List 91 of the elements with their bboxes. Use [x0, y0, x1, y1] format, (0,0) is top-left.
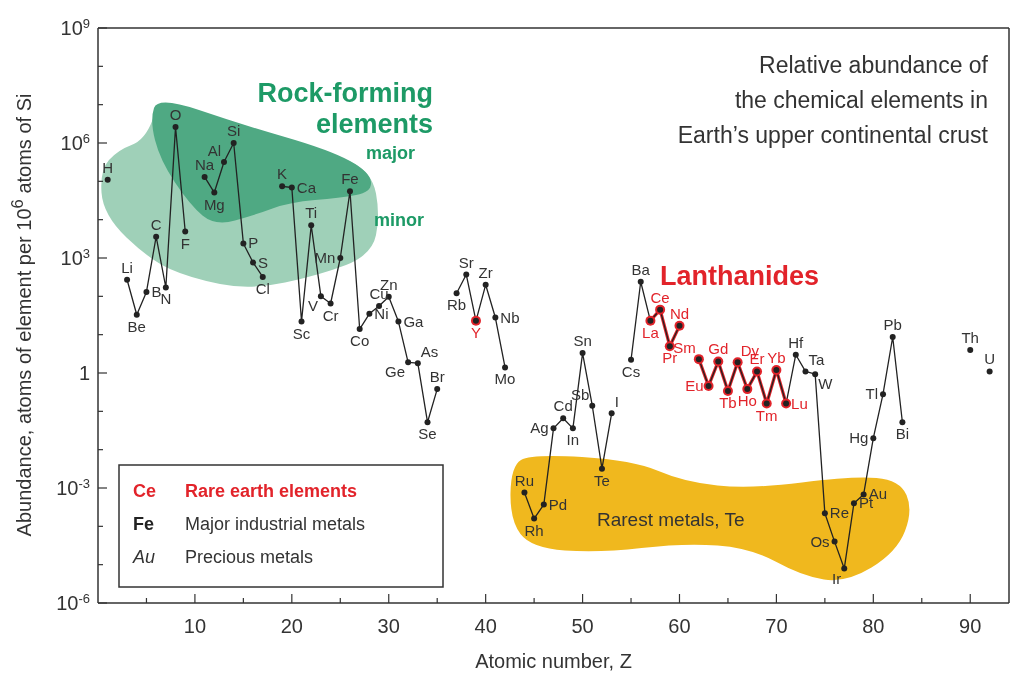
annotation: Rb — [446, 296, 467, 314]
y-tick-label: 10$^{3}$ — [60, 245, 90, 269]
y-tick-label: 1 — [78, 362, 90, 384]
x-tick-label: 30 — [377, 615, 400, 637]
annotation: C — [150, 215, 162, 233]
annotation: Li — [121, 258, 133, 276]
annotation: Sc — [292, 324, 311, 342]
x-tick-label: 70 — [765, 615, 788, 637]
x-tick-label: 20 — [280, 615, 303, 637]
annotation: Sn — [573, 332, 592, 350]
y-tick-label: 10$^{-3}$ — [56, 475, 90, 499]
x-tick-label: 90 — [959, 615, 982, 637]
annotation: In — [566, 431, 580, 449]
annotation: Br — [429, 368, 445, 386]
annotation: Be — [127, 317, 146, 335]
annotation: B — [151, 282, 162, 300]
annotation: Ba — [631, 260, 650, 278]
annotation: O — [169, 106, 182, 124]
annotation: I — [614, 393, 619, 411]
annotation: Major industrial metals — [185, 514, 366, 535]
annotation: Cr — [322, 306, 339, 324]
annotation: Os — [810, 532, 830, 550]
annotation: N — [160, 290, 172, 308]
annotation: Hg — [849, 429, 869, 447]
annotation: Gd — [708, 340, 729, 358]
annotation: Tm — [755, 406, 778, 424]
annotation: Rock-forming elements — [257, 78, 433, 140]
annotation: Ca — [296, 178, 317, 196]
annotation: Y — [470, 323, 481, 341]
annotation: Nb — [500, 308, 520, 326]
annotation: Si — [227, 122, 241, 139]
annotation: Nd — [669, 304, 690, 322]
annotation: Bi — [895, 425, 910, 443]
annotation: Yb — [767, 348, 786, 366]
x-tick-label: 40 — [474, 615, 497, 637]
annotation: Re — [829, 504, 850, 522]
annotation: Te — [594, 471, 610, 489]
annotation: Ta — [808, 351, 825, 369]
x-tick-label: 60 — [668, 615, 691, 637]
annotation: Rh — [524, 521, 544, 539]
y-tick-label: 10$^{-6}$ — [56, 590, 90, 614]
annotation: minor — [374, 210, 425, 231]
annotation: Ce — [133, 481, 157, 502]
annotation: Hf — [788, 333, 804, 351]
annotation: V — [307, 297, 318, 315]
x-tick-label: 10 — [183, 615, 207, 637]
annotation: Zr — [478, 263, 493, 281]
annotation: Tb — [719, 393, 737, 411]
annotation: Rarest metals, Te — [597, 509, 745, 531]
annotation: Th — [961, 328, 979, 346]
y-tick-label: 10$^{6}$ — [60, 130, 90, 154]
annotation: Ga — [403, 312, 424, 330]
annotation: Sr — [458, 253, 474, 271]
annotation: Fe — [341, 170, 359, 188]
annotation: Au — [133, 547, 156, 568]
annotation: Precious metals — [185, 547, 314, 568]
annotation: Mo — [494, 370, 516, 388]
annotation: Cs — [621, 362, 641, 380]
annotation: Ru — [514, 471, 535, 489]
annotation: F — [180, 234, 190, 252]
annotation: K — [277, 165, 288, 183]
annotation: P — [248, 234, 259, 252]
annotation: U — [984, 350, 996, 368]
y-tick-label: 10$^{9}$ — [60, 15, 90, 39]
annotation: W — [818, 375, 833, 393]
annotation: Ni — [374, 304, 389, 322]
annotation: Ge — [385, 363, 406, 381]
annotation: major — [366, 143, 416, 164]
x-tick-label: 80 — [862, 615, 885, 637]
annotation: Pd — [548, 495, 568, 513]
annotation: S — [258, 253, 269, 271]
annotation: Cd — [553, 397, 573, 415]
annotation: Ho — [737, 392, 757, 410]
text: Relative abundance of the chemical elements in Earth’s upper continental crust — [677, 51, 988, 150]
annotation: Eu — [685, 376, 704, 394]
annotation: As — [420, 343, 439, 361]
annotation: Rare earth elements — [185, 481, 358, 502]
x-tick-label: 50 — [571, 615, 594, 637]
annotation: Se — [418, 425, 437, 443]
annotation: Co — [350, 332, 370, 350]
annotation: Ti — [305, 204, 318, 222]
annotation: Cl — [255, 279, 270, 297]
annotation: Tl — [865, 385, 878, 403]
annotation: Lu — [791, 394, 808, 412]
annotation: Mg — [203, 195, 225, 213]
annotation: La — [642, 323, 659, 341]
x-axis-title: Atomic number, Z — [474, 650, 633, 673]
annotation: Ag — [530, 419, 549, 437]
annotation: Fe — [133, 514, 155, 535]
annotation: H — [102, 158, 114, 176]
annotation: Pb — [883, 315, 902, 333]
